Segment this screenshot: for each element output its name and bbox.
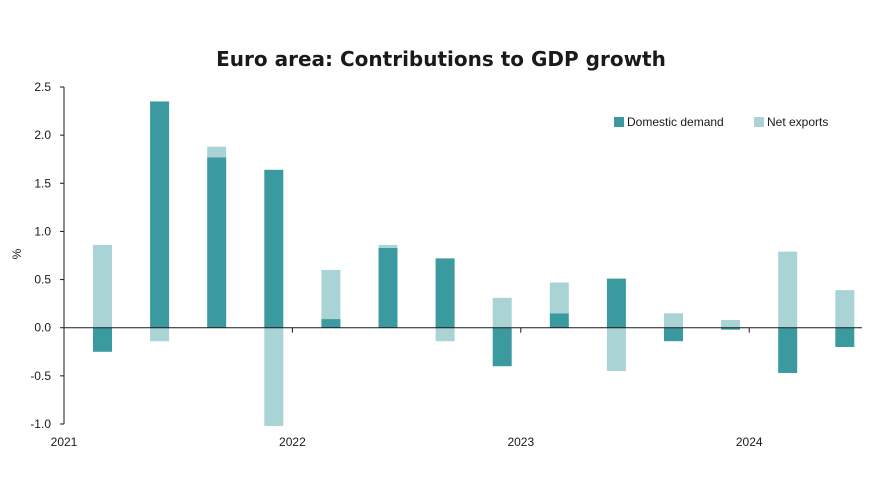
- bar-domestic-demand: [664, 327, 683, 342]
- bar-net-exports: [606, 327, 626, 372]
- bar-domestic-demand: [435, 258, 455, 328]
- y-tick-label: 0.0: [34, 321, 51, 335]
- bar-net-exports: [207, 146, 227, 158]
- x-tick-label: 2022: [279, 435, 306, 449]
- bar-net-exports: [150, 327, 170, 342]
- legend: Domestic demand Net exports: [614, 115, 828, 129]
- chart-title: Euro area: Contributions to GDP growth: [216, 47, 666, 71]
- bar-domestic-demand: [378, 247, 398, 328]
- y-tick-label: -1.0: [30, 417, 51, 431]
- legend-swatch-net-exports: [754, 117, 764, 127]
- bar-domestic-demand: [207, 157, 227, 328]
- x-tick-label: 2021: [51, 435, 78, 449]
- bar-domestic-demand: [606, 278, 626, 328]
- bar-net-exports: [835, 290, 855, 328]
- x-axis: 2021 2022 2023 2024: [51, 327, 862, 449]
- y-tick-label: 0.5: [34, 273, 51, 287]
- legend-swatch-domestic-demand: [614, 117, 624, 127]
- y-axis: 2.5 2.0 1.5 1.0 0.5 0.0 -0.5 -1.0: [30, 80, 65, 431]
- y-tick-label: -0.5: [30, 369, 51, 383]
- x-tick-label: 2023: [507, 435, 534, 449]
- legend-label-net-exports: Net exports: [767, 115, 828, 129]
- y-axis-label: %: [10, 248, 24, 259]
- y-tick-label: 1.5: [34, 176, 51, 190]
- bar-net-exports: [321, 269, 341, 320]
- bar-domestic-demand: [549, 313, 569, 328]
- bar-net-exports: [549, 282, 569, 314]
- bar-net-exports: [93, 244, 112, 328]
- bars: [93, 101, 855, 426]
- bar-domestic-demand: [264, 169, 284, 328]
- bar-domestic-demand: [835, 327, 855, 347]
- bar-net-exports: [435, 327, 455, 342]
- y-tick-label: 1.0: [34, 224, 51, 238]
- x-tick-label: 2024: [736, 435, 763, 449]
- y-tick-label: 2.5: [34, 80, 51, 94]
- bar-net-exports: [721, 320, 741, 328]
- bar-net-exports: [492, 297, 512, 328]
- bar-domestic-demand: [492, 327, 512, 367]
- bar-domestic-demand: [721, 327, 741, 330]
- y-tick-label: 2.0: [34, 128, 51, 142]
- bar-net-exports: [378, 244, 398, 248]
- legend-label-domestic-demand: Domestic demand: [627, 115, 724, 129]
- bar-domestic-demand: [150, 101, 170, 328]
- bar-net-exports: [264, 327, 284, 426]
- bar-domestic-demand: [321, 319, 341, 328]
- bar-domestic-demand: [778, 327, 798, 373]
- bar-domestic-demand: [93, 327, 112, 352]
- bar-net-exports: [778, 251, 798, 328]
- bar-net-exports: [664, 313, 683, 328]
